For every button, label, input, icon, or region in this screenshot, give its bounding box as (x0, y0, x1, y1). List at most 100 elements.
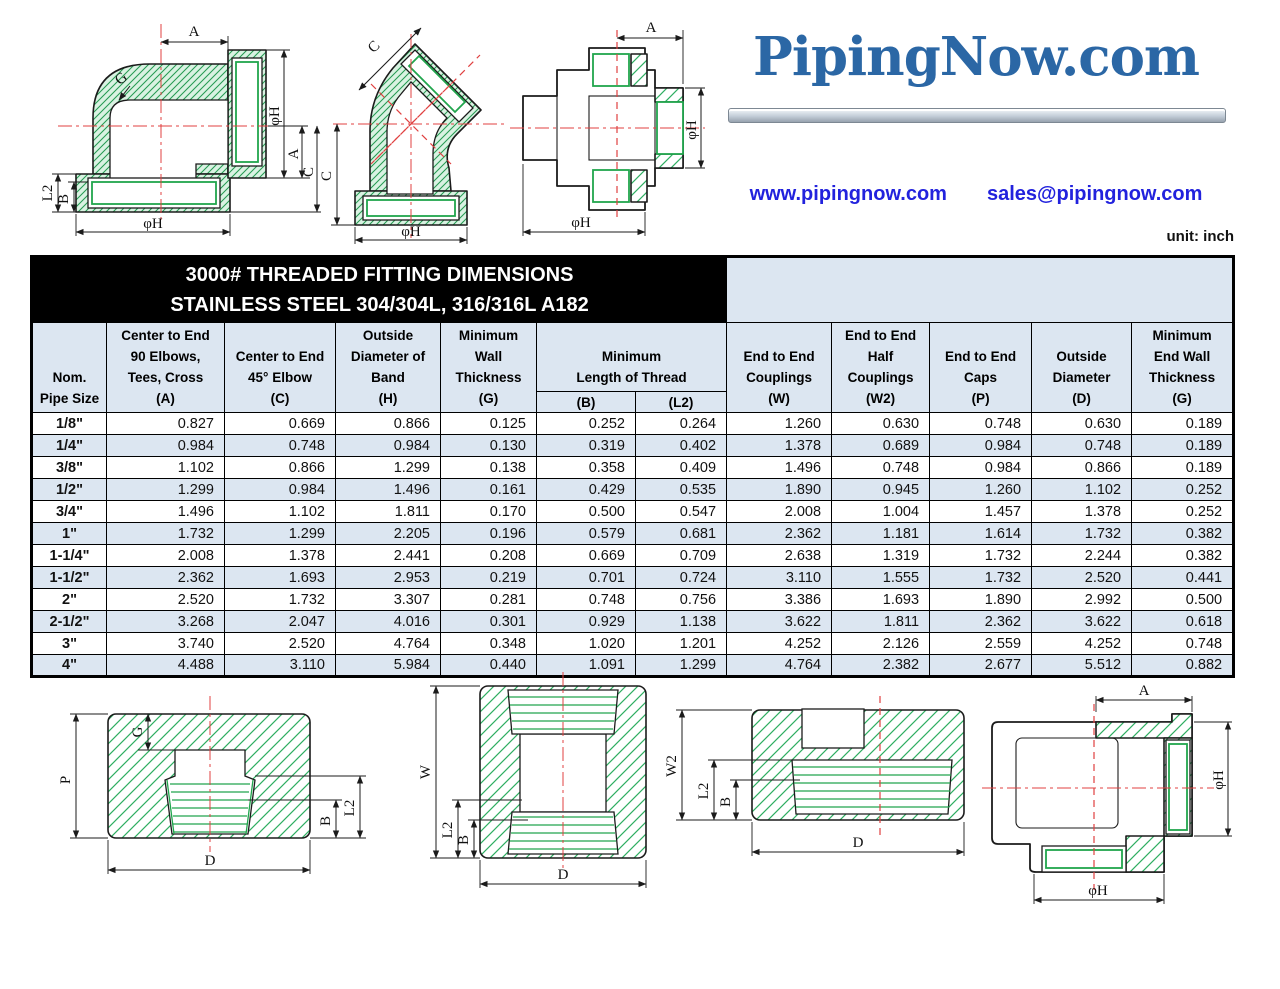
dimension-value-cell: 0.929 (536, 610, 636, 633)
dimension-value-cell: 0.669 (224, 412, 336, 435)
dimension-value-cell: 2.047 (224, 610, 336, 633)
table-row: 1-1/4" 2.008 1.378 2.441 0.208 0.669 0.709 2.63… (31, 544, 1235, 567)
dimension-value-cell: 2.382 (831, 654, 931, 677)
dim-label-phih: φH (143, 216, 163, 232)
dimension-value-cell: 1.299 (335, 456, 441, 479)
dimension-value-cell: 2.441 (335, 544, 441, 567)
dimension-value-cell: 4.488 (106, 654, 225, 677)
dimension-value-cell: 2.205 (335, 522, 441, 545)
pipe-size-cell: 1/4" (31, 434, 107, 457)
dimension-value-cell: 2.008 (726, 500, 833, 523)
drawing-elbow-45: C C φH (319, 27, 505, 244)
pipe-size-cell: 1-1/4" (31, 544, 107, 567)
dimension-value-cell: 0.409 (634, 456, 728, 479)
dim-label-c: C (365, 38, 383, 56)
dimension-value-cell: 0.866 (335, 412, 441, 435)
col-header-d: Outside Diameter (D) (1031, 322, 1133, 413)
dimension-value-cell: 4.764 (335, 632, 441, 655)
dimension-value-cell: 0.138 (440, 456, 537, 479)
dimension-value-cell: 3.307 (335, 588, 441, 611)
dimensions-table: 3000# THREADED FITTING DIMENSIONS STAINL… (30, 255, 1236, 678)
dimension-value-cell: 0.189 (1131, 434, 1235, 457)
dimension-value-cell: 1.299 (106, 478, 225, 501)
dimension-value-cell: 4.764 (726, 654, 833, 677)
dimension-value-cell: 0.724 (634, 566, 728, 589)
dimension-value-cell: 0.748 (831, 456, 931, 479)
dimension-value-cell: 2.520 (106, 588, 225, 611)
drawing-half-coupling: W2 L2 B D (664, 696, 965, 856)
dimension-value-cell: 0.866 (224, 456, 336, 479)
dimension-value-cell: 0.827 (106, 412, 225, 435)
dimension-value-cell: 3.622 (726, 610, 833, 633)
dimension-value-cell: 0.440 (440, 654, 537, 677)
dimension-value-cell: 1.102 (224, 500, 336, 523)
dim-label-b: B (56, 194, 72, 204)
dimension-value-cell: 0.500 (536, 500, 636, 523)
dimension-value-cell: 1.732 (106, 522, 225, 545)
dimension-value-cell: 0.709 (634, 544, 728, 567)
col-header-c: Center to End 45° Elbow (C) (224, 322, 336, 413)
dimension-value-cell: 0.984 (929, 434, 1033, 457)
dimension-value-cell: 1.004 (831, 500, 931, 523)
subcol-header-l2: (L2) (634, 391, 728, 413)
dimension-value-cell: 0.382 (1131, 522, 1235, 545)
dimension-value-cell: 1.732 (929, 544, 1033, 567)
dimension-value-cell: 1.496 (726, 456, 833, 479)
table-row: 4" 4.488 3.110 5.984 0.440 1.091 1.299 4.764 2.3… (31, 654, 1235, 677)
dimension-value-cell: 0.984 (224, 478, 336, 501)
table-row: 1/2" 1.299 0.984 1.496 0.161 0.429 0.535 1.890 0… (31, 478, 1235, 501)
dim-label-c: C (301, 167, 317, 177)
dimension-value-cell: 3.740 (106, 632, 225, 655)
dim-label-l2: L2 (342, 800, 358, 817)
dimension-value-cell: 2.677 (929, 654, 1033, 677)
table-row: 1/8" 0.827 0.669 0.866 0.125 0.252 0.264 1.260 0… (31, 412, 1235, 435)
dim-label-p: P (58, 776, 74, 784)
drawing-cap: P G B L2 D (58, 696, 366, 874)
dimension-value-cell: 0.945 (831, 478, 931, 501)
dimension-value-cell: 2.362 (106, 566, 225, 589)
dim-label-phih: φH (571, 215, 591, 231)
dimension-value-cell: 1.614 (929, 522, 1033, 545)
dim-label-l2: L2 (440, 822, 456, 839)
dim-label-b: B (456, 835, 472, 845)
dimension-value-cell: 1.102 (1031, 478, 1133, 501)
pipe-size-cell: 3/8" (31, 456, 107, 479)
table-row: 3" 3.740 2.520 4.764 0.348 1.020 1.201 4.252 2.1… (31, 632, 1235, 655)
dimension-value-cell: 5.512 (1031, 654, 1133, 677)
dimension-value-cell: 2.559 (929, 632, 1033, 655)
col-header-p: End to End Caps (P) (929, 322, 1033, 413)
dimension-value-cell: 1.693 (831, 588, 931, 611)
dim-label-b: B (318, 816, 334, 826)
dimension-value-cell: 5.984 (335, 654, 441, 677)
dim-label-l2: L2 (40, 185, 56, 202)
dim-label-phih: φH (684, 120, 700, 140)
dimension-value-cell: 2.992 (1031, 588, 1133, 611)
col-header-thread: Minimum Length of Thread (535, 322, 728, 392)
dimension-value-cell: 1.693 (224, 566, 336, 589)
title-row: 3000# THREADED FITTING DIMENSIONS STAINL… (30, 256, 1235, 323)
col-header-pipe-size: Nom. Pipe Size (31, 322, 107, 413)
email-link[interactable]: sales@pipingnow.com (986, 183, 1203, 205)
dim-label-g: G (130, 726, 146, 737)
dimension-value-cell: 2.362 (929, 610, 1033, 633)
col-header-end-g: Minimum End Wall Thickness (G) (1131, 322, 1235, 413)
table-row: 1-1/2" 2.362 1.693 2.953 0.219 0.701 0.724 3.11… (31, 566, 1235, 589)
dimension-value-cell: 0.281 (440, 588, 537, 611)
website-link[interactable]: www.pipingnow.com (749, 183, 947, 205)
dimension-value-cell: 1.319 (831, 544, 931, 567)
dimension-value-cell: 1.260 (929, 478, 1033, 501)
dimension-value-cell: 1.299 (634, 654, 728, 677)
header-row: Nom. Pipe Size Center to End 90 Elbows, … (31, 322, 1235, 413)
dimension-value-cell: 0.125 (440, 412, 537, 435)
dimension-value-cell: 0.189 (1131, 456, 1235, 479)
dimension-value-cell: 1.102 (106, 456, 225, 479)
dimension-value-cell: 2.008 (106, 544, 225, 567)
dimension-value-cell: 1.732 (1031, 522, 1133, 545)
drawing-outlet-fitting: A φH φH (982, 683, 1232, 904)
dimension-value-cell: 0.669 (536, 544, 636, 567)
dimension-value-cell: 1.732 (224, 588, 336, 611)
dimension-value-cell: 1.260 (726, 412, 833, 435)
dimension-value-cell: 0.618 (1131, 610, 1235, 633)
pipe-size-cell: 3" (31, 632, 107, 655)
